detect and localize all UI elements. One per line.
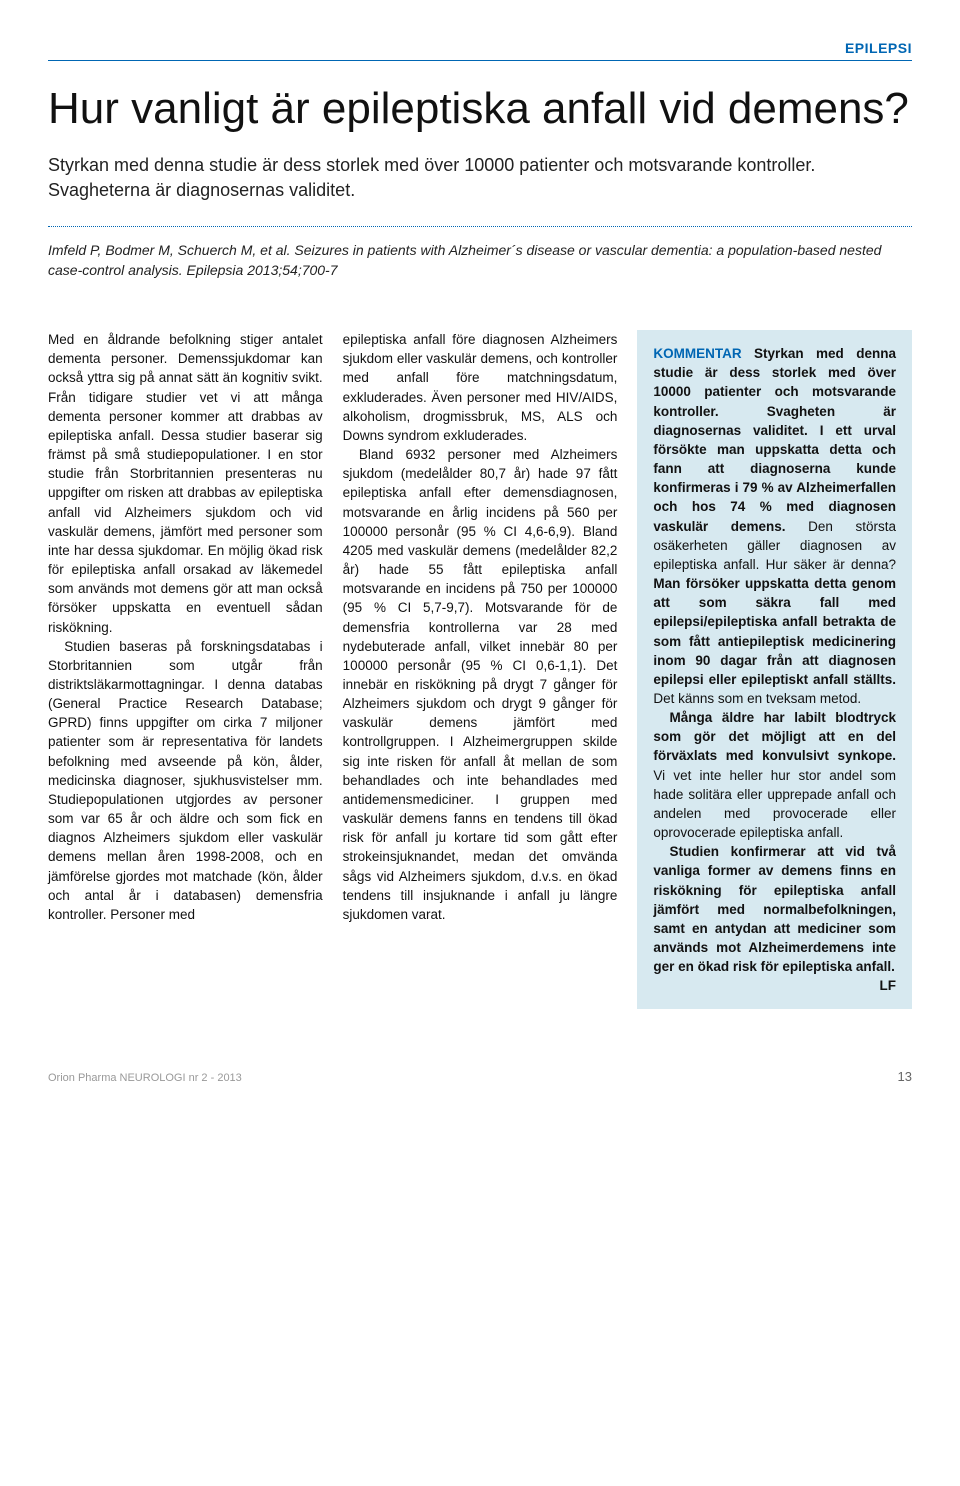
body-column-3: KOMMENTAR Styrkan med denna studie är de… — [637, 330, 912, 1009]
article-lede: Styrkan med denna studie är dess storlek… — [48, 153, 912, 202]
commentary-text: Många äldre har labilt blodtryck som gör… — [653, 710, 896, 763]
commentary-box: KOMMENTAR Styrkan med denna studie är de… — [637, 330, 912, 1009]
commentary-signature: LF — [653, 976, 896, 995]
body-paragraph: Bland 6932 personer med Alzheimers sjukd… — [343, 445, 618, 924]
citation: Imfeld P, Bodmer M, Schuerch M, et al. S… — [48, 241, 912, 280]
commentary-paragraph: KOMMENTAR Styrkan med denna studie är de… — [653, 344, 896, 708]
footer-publication: Orion Pharma NEUROLOGI nr 2 - 2013 — [48, 1072, 242, 1084]
commentary-text: Man försöker uppskatta detta genom att s… — [653, 576, 896, 687]
commentary-text: Vi vet inte heller hur stor andel som ha… — [653, 768, 896, 840]
body-paragraph: Med en åldrande befolkning stiger antale… — [48, 330, 323, 637]
commentary-text: Det känns som en tveksam metod. — [653, 691, 861, 706]
body-column-2: epileptiska anfall före diagnosen Alzhei… — [343, 330, 618, 924]
commentary-paragraph: Studien konfirmerar att vid två vanliga … — [653, 842, 896, 976]
body-paragraph: epileptiska anfall före diagnosen Alzhei… — [343, 330, 618, 445]
page-footer: Orion Pharma NEUROLOGI nr 2 - 2013 13 — [48, 1069, 912, 1084]
article-title: Hur vanligt är epileptiska anfall vid de… — [48, 85, 912, 133]
category-label: EPILEPSI — [48, 40, 912, 56]
body-paragraph: Studien baseras på forskningsdatabas i S… — [48, 637, 323, 924]
body-column-1: Med en åldrande befolkning stiger antale… — [48, 330, 323, 924]
commentary-text: Styrkan med denna studie är dess storlek… — [653, 346, 896, 533]
commentary-paragraph: Många äldre har labilt blodtryck som gör… — [653, 708, 896, 842]
body-columns: Med en åldrande befolkning stiger antale… — [48, 330, 912, 1009]
commentary-text: Studien konfirmerar att vid två vanliga … — [653, 844, 896, 974]
commentary-label: KOMMENTAR — [653, 346, 741, 361]
article-page: EPILEPSI Hur vanligt är epileptiska anfa… — [0, 0, 960, 1114]
category-rule — [48, 60, 912, 61]
footer-page-number: 13 — [898, 1069, 912, 1084]
dotted-divider — [48, 226, 912, 227]
